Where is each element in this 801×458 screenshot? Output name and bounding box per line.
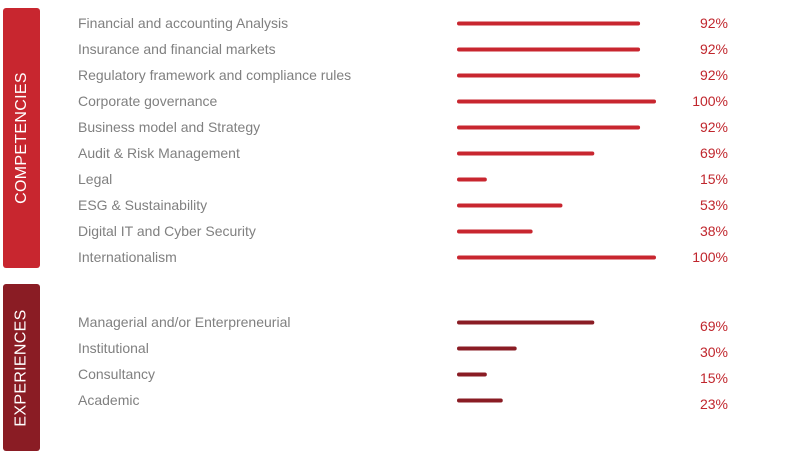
competencies-bar-corporate-governance: [457, 99, 656, 104]
competencies-value-label-digital-it-and-cyber-security: 38%: [700, 223, 728, 239]
experiences-label-academic: Academic: [78, 392, 139, 408]
competencies-bar-esg-sustainability: [457, 203, 563, 208]
experiences-label-institutional: Institutional: [78, 340, 149, 356]
competencies-label-insurance-and-financial-markets: Insurance and financial markets: [78, 41, 276, 57]
experiences-bar-consultancy: [457, 372, 487, 377]
competencies-label-regulatory-framework-and-compliance-rules: Regulatory framework and compliance rule…: [78, 67, 351, 83]
competencies-label-esg-sustainability: ESG & Sustainability: [78, 197, 207, 213]
competencies-bar-legal: [457, 177, 487, 182]
experiences-value-label-consultancy: 15%: [700, 370, 728, 386]
competencies-value-label-regulatory-framework-and-compliance-rules: 92%: [700, 67, 728, 83]
competencies-group-tab: COMPETENCIES: [3, 8, 40, 268]
competencies-label-digital-it-and-cyber-security: Digital IT and Cyber Security: [78, 223, 256, 239]
competencies-label-business-model-and-strategy: Business model and Strategy: [78, 119, 260, 135]
competencies-value-label-legal: 15%: [700, 171, 728, 187]
competencies-value-label-audit-risk-management: 69%: [700, 145, 728, 161]
experiences-label-managerial-and-or-enterpreneurial: Managerial and/or Enterpreneurial: [78, 314, 290, 330]
experiences-value-label-academic: 23%: [700, 396, 728, 412]
competencies-value-label-esg-sustainability: 53%: [700, 197, 728, 213]
competencies-value-label-financial-and-accounting-analysis: 92%: [700, 15, 728, 31]
competencies-bar-digital-it-and-cyber-security: [457, 229, 533, 234]
competencies-bar-business-model-and-strategy: [457, 125, 641, 130]
competencies-value-label-internationalism: 100%: [692, 249, 728, 265]
competencies-label-legal: Legal: [78, 171, 112, 187]
experiences-label-consultancy: Consultancy: [78, 366, 155, 382]
competencies-value-label-business-model-and-strategy: 92%: [700, 119, 728, 135]
experiences-bar-institutional: [457, 346, 517, 351]
competencies-label-audit-risk-management: Audit & Risk Management: [78, 145, 240, 161]
competencies-value-label-insurance-and-financial-markets: 92%: [700, 41, 728, 57]
experiences-group-tab: EXPERIENCES: [3, 284, 40, 451]
competencies-label-financial-and-accounting-analysis: Financial and accounting Analysis: [78, 15, 288, 31]
competencies-value-label-corporate-governance: 100%: [692, 93, 728, 109]
competencies-bar-financial-and-accounting-analysis: [457, 21, 641, 26]
competencies-label-corporate-governance: Corporate governance: [78, 93, 218, 109]
competencies-bar-audit-risk-management: [457, 151, 595, 156]
competencies-bar-regulatory-framework-and-compliance-rules: [457, 73, 641, 78]
experiences-value-label-managerial-and-or-enterpreneurial: 69%: [700, 318, 728, 334]
competencies-bar-internationalism: [457, 255, 656, 260]
experiences-value-label-institutional: 30%: [700, 344, 728, 360]
competencies-bar-insurance-and-financial-markets: [457, 47, 641, 52]
competencies-label-internationalism: Internationalism: [78, 249, 177, 265]
experiences-bar-academic: [457, 398, 503, 403]
experiences-bar-managerial-and-or-enterpreneurial: [457, 320, 595, 325]
